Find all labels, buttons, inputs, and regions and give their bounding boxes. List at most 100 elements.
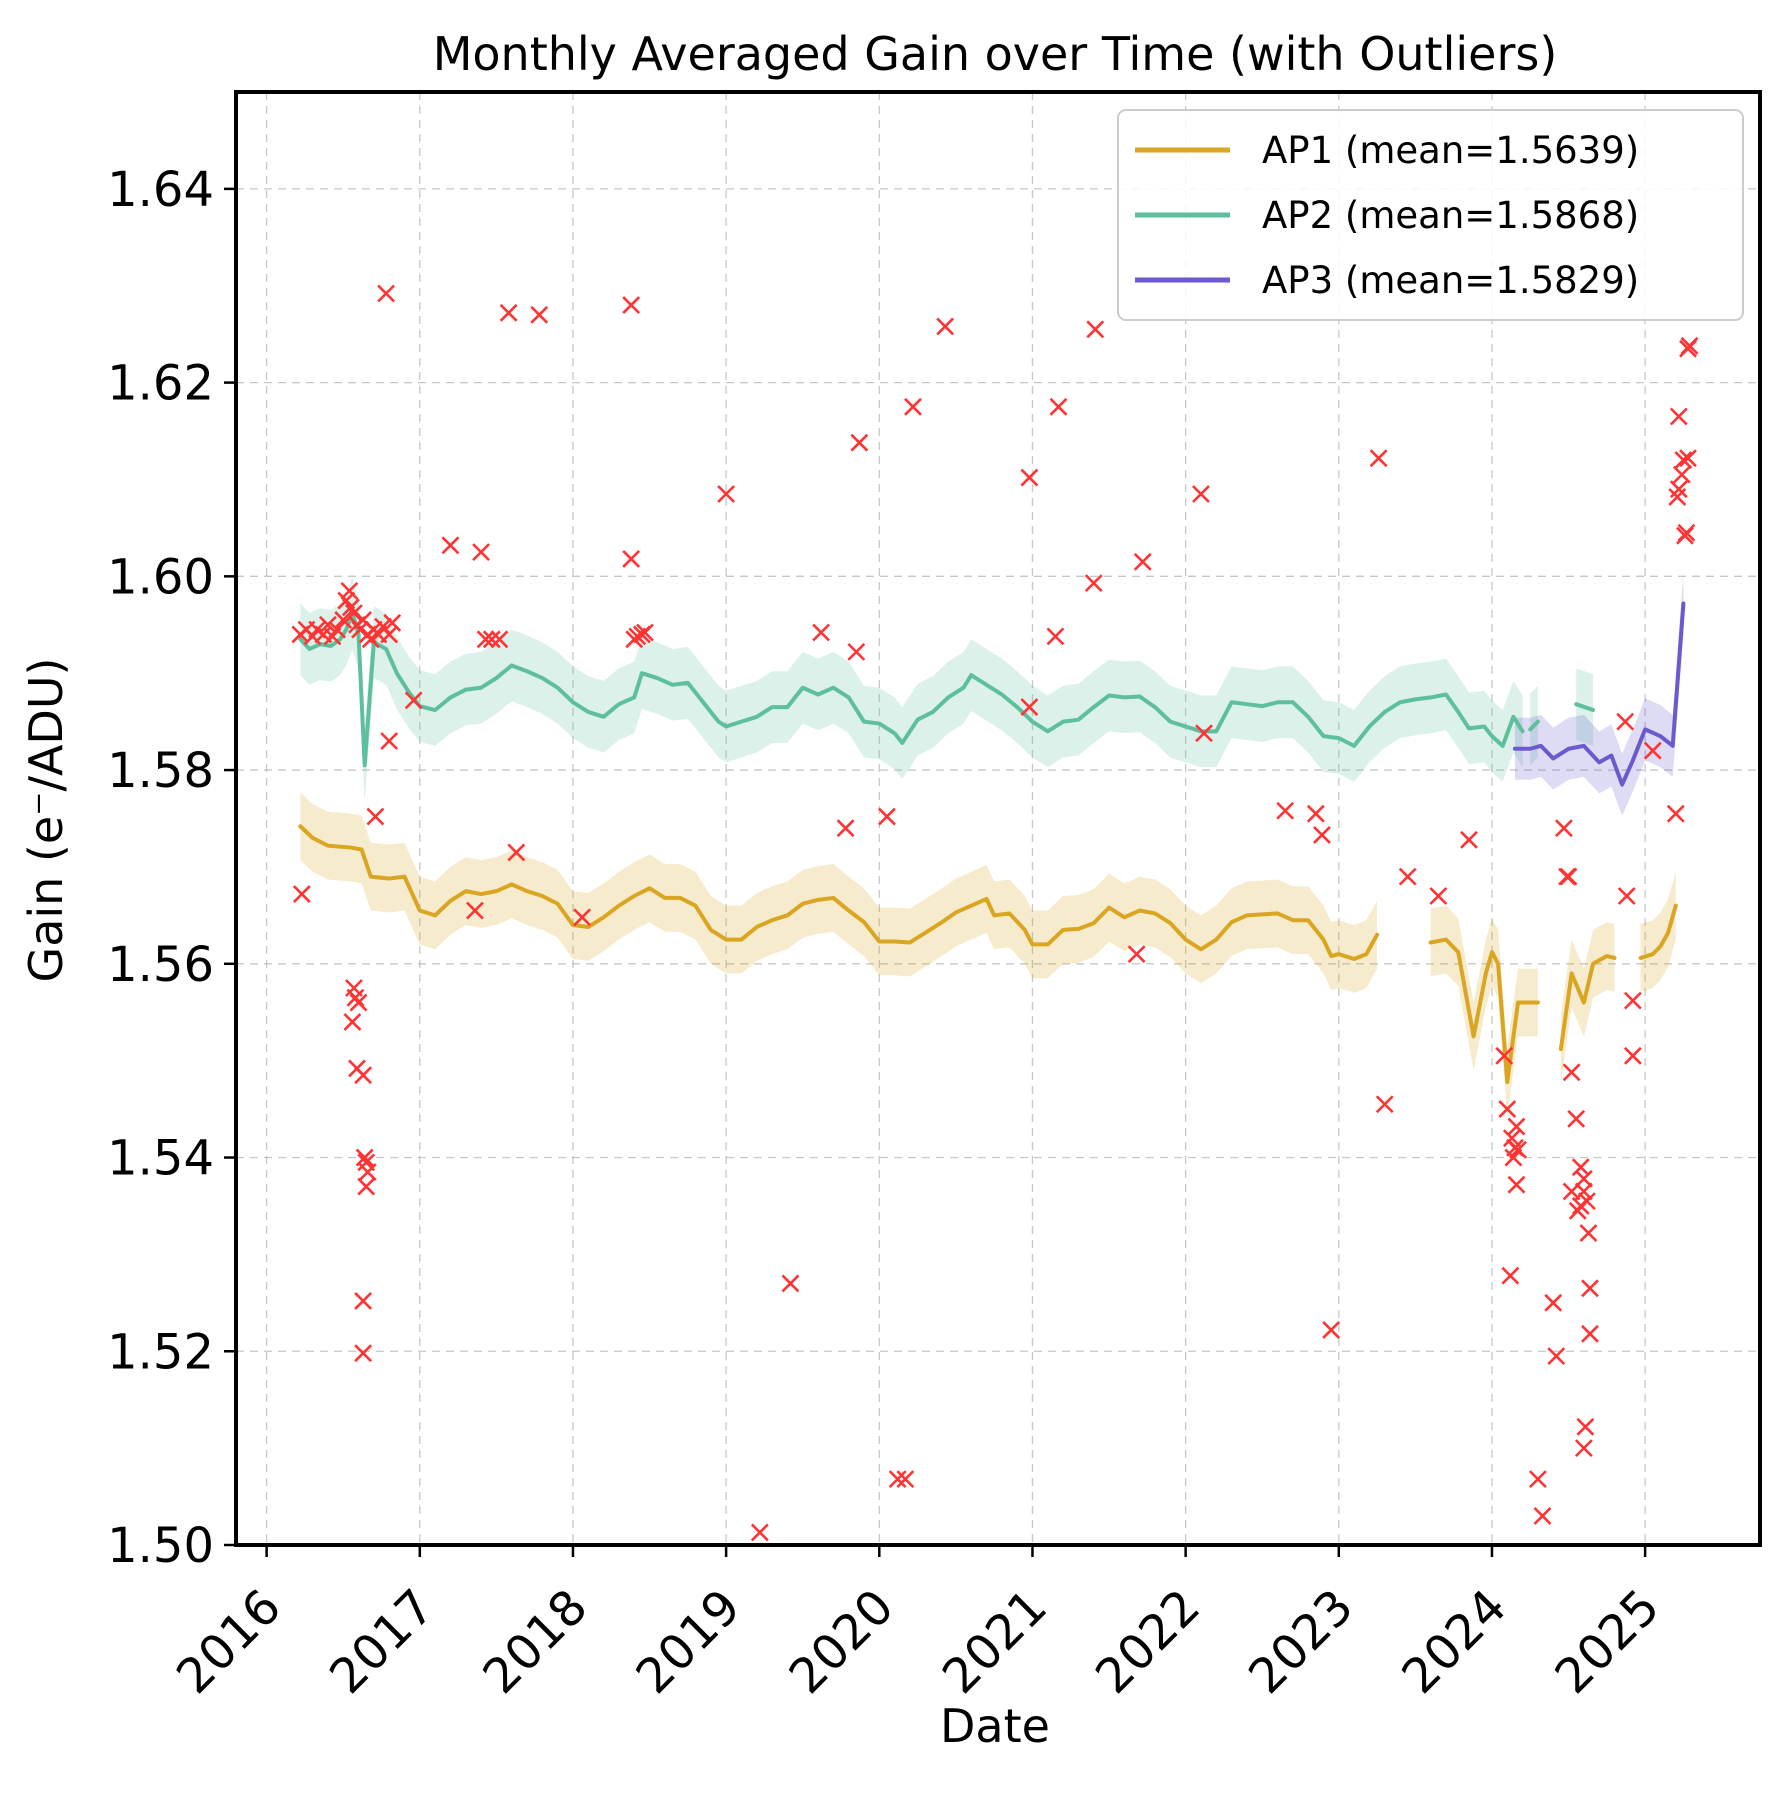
outlier-marker [1558, 867, 1576, 886]
outlier-marker [1574, 1169, 1593, 1188]
outlier-marker [1672, 465, 1691, 484]
legend: AP1 (mean=1.5639) AP2 (mean=1.5868) AP3 … [1117, 109, 1744, 321]
series-lines [298, 601, 1686, 1084]
outlier-marker [1020, 698, 1039, 717]
plot-frame [234, 90, 1762, 1547]
outlier-marker [878, 807, 896, 826]
outlier-marker [781, 1274, 800, 1293]
outlier-marker [1676, 526, 1694, 545]
outlier-marker [404, 691, 423, 710]
outlier-marker [380, 625, 399, 644]
outlier-marker [1049, 397, 1068, 416]
line-ap2 [1574, 702, 1596, 713]
outlier-marker [1581, 1324, 1599, 1343]
outlier-marker [354, 1291, 373, 1310]
outlier-marker [355, 1148, 374, 1167]
outlier-marker [1562, 1063, 1581, 1082]
outlier-marker [622, 549, 641, 568]
outlier-marker [441, 536, 460, 555]
outlier-marker [354, 1344, 373, 1363]
outlier-marker [1507, 1175, 1526, 1194]
line-ap2 [1528, 719, 1540, 732]
outlier-marker [482, 630, 501, 649]
outlier-marker [1533, 1507, 1552, 1525]
outlier-marker [1567, 1109, 1586, 1128]
outlier-marker [1623, 1046, 1642, 1065]
outlier-marker [1127, 945, 1146, 964]
outlier-marker [1544, 1293, 1563, 1312]
y-tick-label: 1.58 [107, 743, 214, 799]
outlier-marker [812, 623, 831, 642]
outlier-marker [490, 630, 509, 649]
outlier-marker [292, 885, 311, 903]
outlier-marker [334, 611, 353, 629]
outlier-marker [936, 317, 955, 336]
outlier-marker [1547, 1347, 1566, 1366]
outlier-marker [1501, 1266, 1520, 1285]
outlier-marker [366, 807, 385, 826]
outlier-marker [1669, 407, 1688, 426]
outlier-marker [377, 284, 396, 303]
outlier-marker [750, 1523, 769, 1542]
y-tick-label: 1.62 [107, 356, 214, 412]
y-tick-label: 1.60 [107, 549, 214, 605]
outlier-marker [1574, 1439, 1593, 1458]
x-axis-label: Date [940, 1699, 1050, 1753]
y-tick-label: 1.64 [107, 162, 214, 218]
line-ap1 [1558, 954, 1617, 1052]
outlier-marker [1020, 468, 1039, 487]
y-tick-label: 1.56 [107, 937, 214, 993]
outlier-marker [349, 993, 368, 1012]
outlier-marker [1133, 552, 1152, 571]
outlier-markers [291, 284, 1699, 1542]
outlier-marker [1509, 1140, 1527, 1159]
outlier-marker [1498, 1100, 1517, 1119]
outlier-marker [1502, 1129, 1521, 1148]
legend-label-ap1: AP1 (mean=1.5639) [1262, 129, 1639, 172]
y-axis-label: Gain (e⁻/ADU) [19, 658, 73, 983]
outlier-marker [1313, 826, 1331, 844]
outlier-marker [1643, 741, 1662, 760]
outlier-marker [1555, 819, 1573, 838]
legend-label-ap2: AP2 (mean=1.5868) [1262, 194, 1639, 237]
y-tick-label: 1.52 [107, 1324, 214, 1380]
chart-title: Monthly Averaged Gain over Time (with Ou… [433, 27, 1558, 81]
y-tick-label: 1.50 [107, 1518, 214, 1574]
outlier-marker [1574, 1182, 1593, 1201]
band-ap1 [300, 792, 1378, 993]
line-ap2 [298, 611, 1525, 768]
outlier-marker [1306, 804, 1325, 823]
outlier-marker [1679, 449, 1697, 468]
outlier-marker [1579, 1224, 1598, 1243]
outlier-marker [345, 604, 363, 623]
outlier-marker [1616, 712, 1635, 731]
outlier-marker [466, 901, 484, 920]
outlier-marker [1084, 574, 1103, 593]
outlier-marker [1375, 1095, 1394, 1114]
outlier-marker [1195, 724, 1213, 743]
outlier-marker [836, 819, 855, 838]
line-ap3 [1512, 601, 1686, 787]
outlier-marker [1668, 487, 1687, 506]
outlier-marker [1369, 449, 1388, 468]
legend-label-ap3: AP3 (mean=1.5829) [1262, 259, 1639, 302]
outlier-marker [717, 485, 736, 503]
line-ap1 [1428, 937, 1540, 1084]
band-ap1 [1560, 922, 1615, 1083]
outlier-marker [1576, 1417, 1595, 1436]
outlier-marker [1495, 1046, 1514, 1065]
outlier-marker [530, 305, 549, 324]
outlier-marker [354, 1066, 373, 1085]
outlier-marker [357, 1177, 376, 1196]
outlier-marker [380, 732, 399, 750]
outlier-marker [896, 1470, 915, 1489]
band-ap2 [300, 577, 1523, 802]
outlier-marker [850, 433, 869, 452]
outlier-marker [328, 620, 347, 639]
outlier-marker [343, 1013, 362, 1031]
outlier-marker [507, 843, 526, 862]
outlier-marker [1666, 804, 1685, 823]
line-ap1 [298, 824, 1380, 961]
outlier-marker [472, 543, 490, 562]
